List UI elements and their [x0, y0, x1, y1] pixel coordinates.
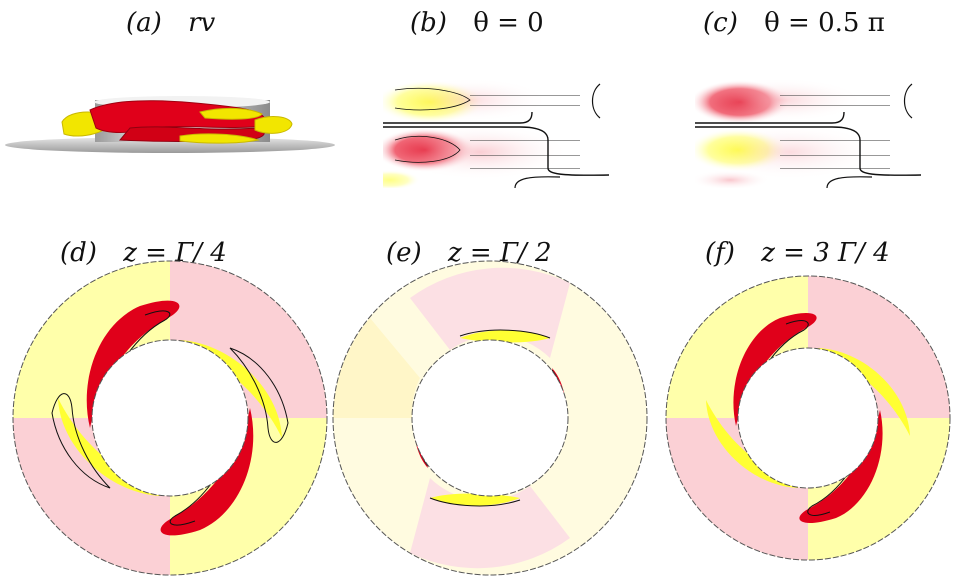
yellow-lobe: [179, 133, 260, 144]
yellow-lobe: [254, 116, 293, 134]
contour-line: [383, 126, 609, 176]
red-lobe: [86, 300, 180, 428]
panel-letter: (d): [60, 238, 97, 268]
panel-title: rv: [188, 8, 216, 38]
panel-title: θ = 0: [473, 8, 544, 38]
red-lobe: [160, 408, 254, 536]
panel-title: z = 3 Γ/ 4: [761, 238, 890, 268]
panel-d-section: [12, 260, 328, 576]
panel-label-a: (a) rv: [126, 8, 215, 38]
panel-letter: (f): [705, 238, 735, 268]
vector-field: [780, 95, 890, 169]
yellow-lobe: [460, 330, 550, 343]
panel-c-section: [695, 80, 921, 188]
panel-e-section: [332, 260, 648, 576]
red-lobe: [799, 410, 883, 524]
contour-line: [695, 126, 921, 176]
panel-letter: (b): [410, 8, 447, 38]
panel-b-section: [383, 80, 609, 188]
inner-cylinder: [91, 339, 249, 497]
panel-label-f: (f) z = 3 Γ/ 4: [705, 238, 890, 268]
panel-letter: (a): [126, 8, 162, 38]
red-lobe: [733, 312, 817, 426]
panel-letter: (e): [386, 238, 422, 268]
panel-f-section: [665, 275, 951, 561]
panel-title: θ = 0.5 π: [764, 8, 885, 38]
inner-cylinder: [737, 347, 879, 489]
yellow-lobe: [199, 107, 263, 120]
inner-cylinder: [411, 339, 569, 497]
panel-letter: (c): [703, 8, 738, 38]
yellow-lobe: [430, 493, 520, 506]
vector-field: [470, 95, 580, 169]
panel-label-c: (c) θ = 0.5 π: [703, 8, 885, 38]
panel-label-b: (b) θ = 0: [410, 8, 544, 38]
panel-a-isosurface: [5, 96, 335, 153]
